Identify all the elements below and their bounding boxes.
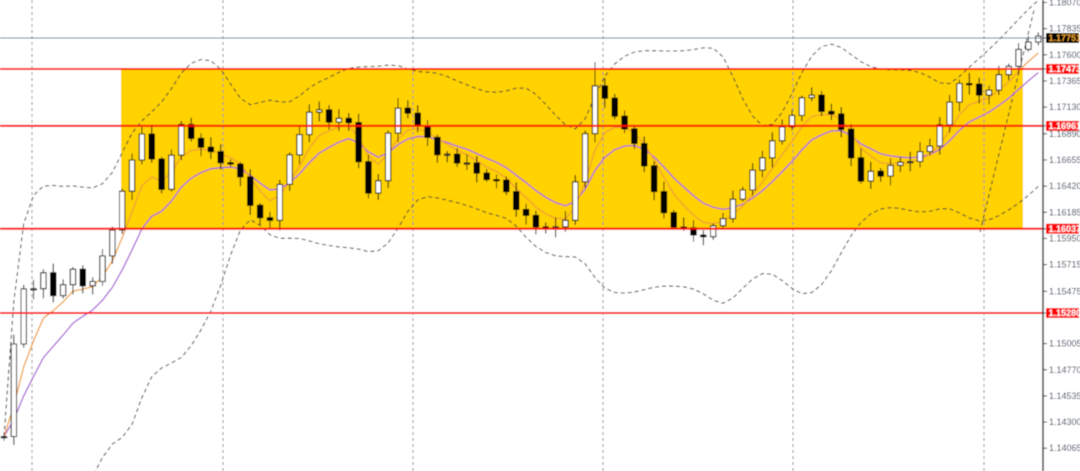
svg-text:1.17600: 1.17600	[1049, 50, 1080, 60]
svg-text:1.14770: 1.14770	[1049, 365, 1080, 375]
svg-text:1.14065: 1.14065	[1049, 443, 1080, 453]
svg-text:1.17130: 1.17130	[1049, 102, 1080, 112]
svg-text:1.14300: 1.14300	[1049, 417, 1080, 427]
svg-text:1.18070: 1.18070	[1049, 0, 1080, 8]
svg-text:1.15005: 1.15005	[1049, 339, 1080, 349]
svg-text:1.15950: 1.15950	[1049, 233, 1080, 243]
svg-text:1.16185: 1.16185	[1049, 207, 1080, 217]
svg-text:1.16655: 1.16655	[1049, 155, 1080, 165]
svg-text:1.15715: 1.15715	[1049, 260, 1080, 270]
svg-text:1.15475: 1.15475	[1049, 286, 1080, 296]
svg-text:1.16890: 1.16890	[1049, 129, 1080, 139]
svg-text:1.17365: 1.17365	[1049, 76, 1080, 86]
svg-text:1.15280: 1.15280	[1049, 308, 1080, 318]
svg-text:1.16420: 1.16420	[1049, 181, 1080, 191]
svg-text:1.16037: 1.16037	[1049, 224, 1080, 234]
svg-text:1.17751: 1.17751	[1049, 33, 1080, 43]
svg-text:1.17473: 1.17473	[1049, 64, 1080, 74]
svg-text:1.14535: 1.14535	[1049, 391, 1080, 401]
